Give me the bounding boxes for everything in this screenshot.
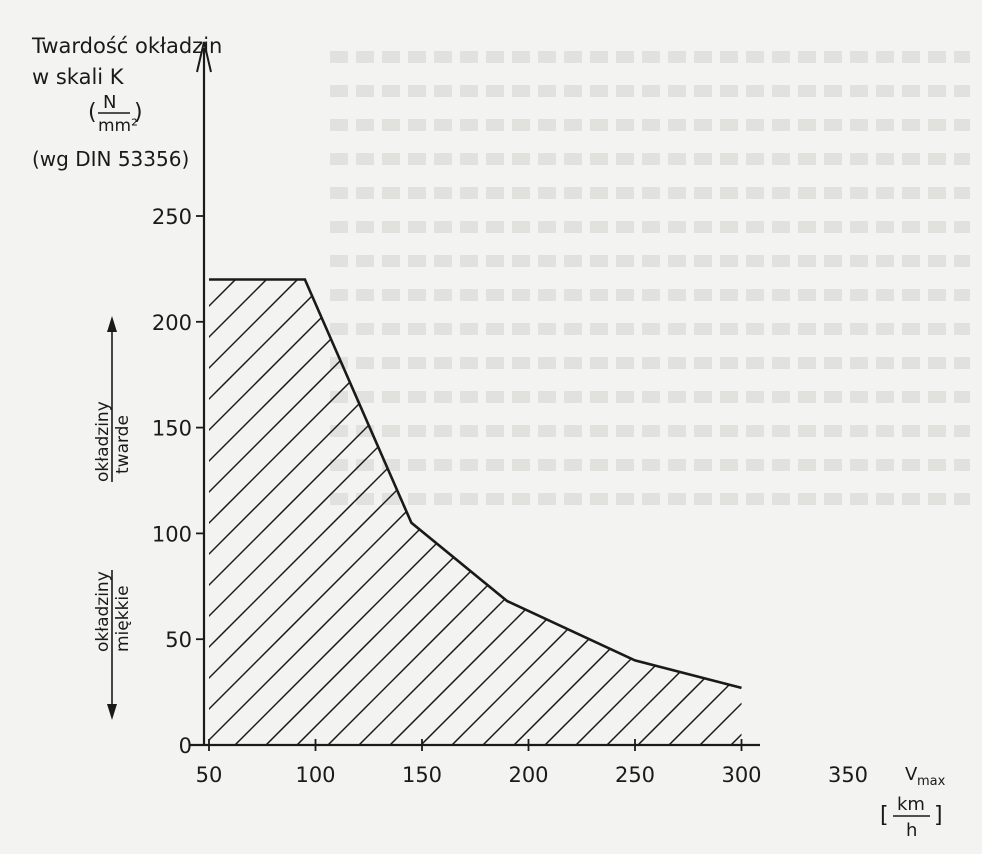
y-tick-label: 200 [152, 311, 192, 335]
y-label-line-2: w skali K [32, 65, 125, 89]
x-tick-label: 300 [721, 763, 761, 787]
hatch-line [591, 279, 742, 745]
hatch-line [209, 279, 626, 745]
annotation-hard-bottom: twarde [113, 415, 133, 474]
hatched-area [0, 200, 982, 760]
hatch-line [209, 279, 688, 745]
hatch-line [902, 200, 982, 760]
x-unit-numerator: km [897, 794, 925, 815]
x-label-sub: max [917, 774, 946, 789]
hatch-line [281, 279, 742, 745]
hatch-line [209, 279, 347, 745]
x-tick-label: 250 [615, 763, 655, 787]
hatch-line [933, 200, 982, 760]
hatch-line [209, 279, 471, 745]
hatch-line [209, 279, 742, 745]
hatch-line [209, 279, 254, 745]
annotation-soft-top: okładziny [93, 571, 113, 652]
x-ticks: 50 100 150 200 250 300 350 [196, 739, 868, 787]
annotation-soft-bottom: miękkie [113, 585, 133, 652]
x-tick-label: 50 [196, 763, 223, 787]
y-tick-label: 150 [152, 417, 192, 441]
x-tick-label: 150 [402, 763, 442, 787]
hatch-line [560, 279, 742, 745]
y-unit-bracket-right: ) [134, 100, 143, 125]
y-unit-denominator: mm² [98, 116, 138, 136]
hatch-line [209, 279, 564, 745]
y-label-line-1: Twardość okładzin [31, 34, 222, 58]
hatch-line [209, 279, 316, 745]
hatch-line [498, 279, 742, 745]
hatch-line [312, 279, 742, 745]
x-tick-label: 200 [508, 763, 548, 787]
hatch-line [778, 200, 982, 760]
annotation-hard-top: okładziny [93, 401, 113, 482]
hatch-line [209, 279, 595, 745]
hatch-line [0, 200, 160, 760]
hatch-line [374, 279, 742, 745]
x-unit-denominator: h [906, 820, 917, 841]
y-ticks: 0 50 100 150 200 250 [152, 205, 204, 758]
background-text-bleed [330, 30, 970, 527]
hatch-line [467, 279, 742, 745]
hatch-line [871, 200, 982, 760]
x-unit-bracket-right: ] [934, 803, 943, 828]
hatch-line [684, 279, 742, 745]
x-tick-label: 350 [828, 763, 868, 787]
hatch-line [209, 279, 657, 745]
y-tick-label: 100 [152, 522, 192, 546]
x-tick-label: 100 [295, 763, 335, 787]
hatch-line [209, 279, 502, 745]
x-label: V [905, 764, 918, 785]
x-unit-bracket-left: [ [880, 803, 889, 828]
hatch-line [840, 200, 982, 760]
hatch-line [747, 200, 982, 760]
y-unit-numerator: N [103, 92, 116, 113]
hatch-line [343, 279, 742, 745]
hatch-line [436, 279, 742, 745]
hatch-line [715, 279, 742, 745]
y-tick-label: 50 [165, 628, 192, 652]
hatch-line [209, 279, 533, 745]
y-tick-label: 0 [179, 734, 192, 758]
y-label-line-5: (wg DIN 53356) [32, 147, 189, 171]
annotation-soft: okładziny miękkie [93, 570, 133, 720]
x-axis-label: V max [ km h ] [880, 764, 946, 841]
hatch-line [405, 279, 742, 745]
hatch-line [209, 279, 440, 745]
hatch-line [209, 279, 719, 745]
hatch-line [809, 200, 982, 760]
annotation-hard: okładziny twarde [93, 316, 133, 482]
boundary-line [209, 278, 742, 690]
hatch-line [653, 279, 742, 745]
y-axis-arrow [196, 41, 212, 73]
y-tick-label: 250 [152, 205, 192, 229]
hatch-line [964, 200, 982, 760]
hatch-line [250, 279, 742, 745]
hatch-line [209, 279, 378, 745]
y-axis-label: Twardość okładzin w skali K ( N mm² ) (w… [31, 34, 222, 171]
y-unit-bracket-left: ( [88, 100, 97, 125]
hatch-line [529, 279, 742, 745]
